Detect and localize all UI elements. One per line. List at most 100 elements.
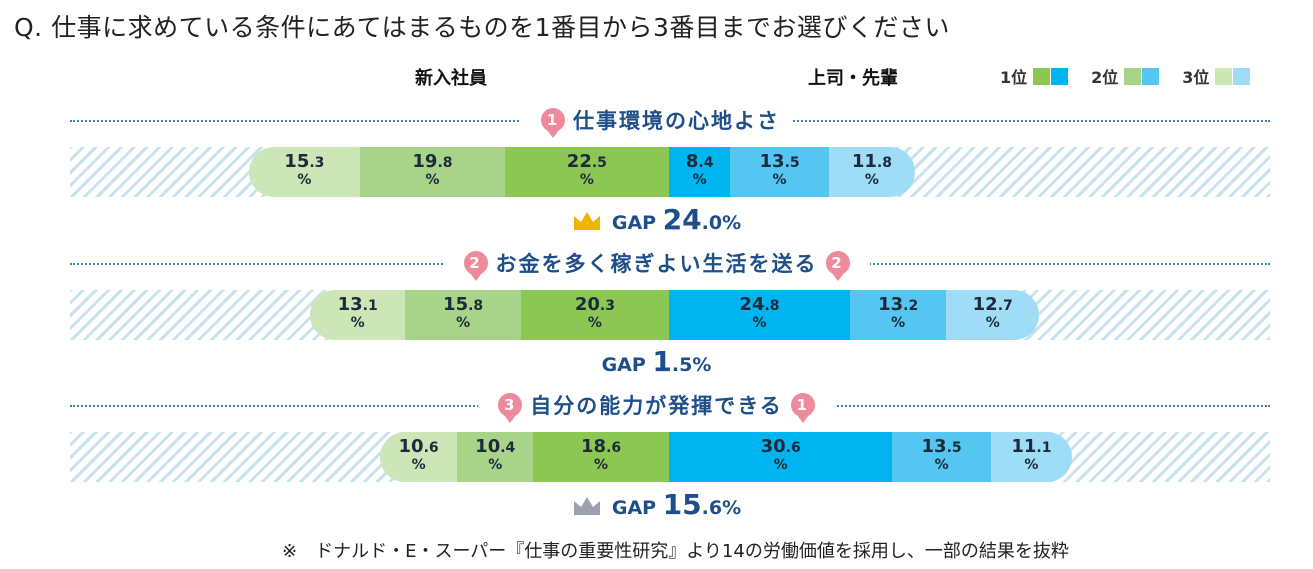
gap-unit-3: % bbox=[722, 497, 742, 519]
column-label-new-employees: 新入社員 bbox=[415, 68, 487, 89]
bar-segment-senior-3-3-percent: % bbox=[1024, 457, 1039, 473]
bar-segment-senior-2-3-percent: % bbox=[934, 457, 949, 473]
bar-segment-senior-3-2-value: 12.7 bbox=[972, 294, 1013, 315]
legend-item-rank1: 1位 bbox=[1000, 64, 1069, 88]
legend: 1位 2位 3位 bbox=[1000, 64, 1273, 88]
bar-segment-new-3-3-value: 10.6 bbox=[398, 436, 439, 457]
gap-value-dec-1: .0 bbox=[701, 212, 723, 234]
rank-badge-senior-2: 2 bbox=[825, 251, 850, 281]
stacked-bar-2: 13.1% 15.8% 20.3% 24.8% 13.2% 12.7% bbox=[309, 290, 1040, 340]
bar-segment-new-2-1: 19.8% bbox=[360, 147, 505, 197]
gap-value-int-3: 15 bbox=[662, 488, 702, 521]
bar-segment-senior-2-2-percent: % bbox=[891, 315, 906, 331]
gap-label-3: GAP 15.6% bbox=[0, 488, 1313, 522]
bar-segment-senior-2-1-percent: % bbox=[772, 172, 787, 188]
legend-swatch-rank1-new bbox=[1033, 67, 1051, 85]
bar-segment-new-2-2: 15.8% bbox=[405, 290, 521, 340]
bar-segment-new-3-1-percent: % bbox=[297, 172, 312, 188]
bar-segment-senior-1-2-value: 24.8 bbox=[739, 294, 780, 315]
crown-icon-3 bbox=[572, 495, 602, 522]
bar-segment-senior-3-3: 11.1% bbox=[990, 432, 1072, 482]
bar-segment-new-2-3-percent: % bbox=[488, 457, 503, 473]
legend-swatch-rank3-new bbox=[1215, 67, 1233, 85]
bar-segment-new-2-2-percent: % bbox=[456, 315, 471, 331]
bar-segment-senior-2-3-value: 13.5 bbox=[921, 436, 962, 457]
bar-segment-new-2-1-value: 19.8 bbox=[412, 151, 453, 172]
legend-label-rank3: 3位 bbox=[1182, 68, 1210, 87]
bar-segment-senior-2-1-value: 13.5 bbox=[759, 151, 800, 172]
bar-segment-new-3-1: 15.3% bbox=[248, 147, 361, 197]
crown-icon-1 bbox=[572, 210, 602, 237]
section-title-text-1: 仕事環境の心地よさ bbox=[573, 109, 780, 133]
bar-segment-new-1-1-percent: % bbox=[579, 172, 594, 188]
bar-segment-senior-3-1: 11.8% bbox=[828, 147, 915, 197]
gap-value-dec-3: .6 bbox=[701, 497, 723, 519]
gap-unit-1: % bbox=[722, 212, 742, 234]
section-title-1: 1 仕事環境の心地よさ bbox=[0, 105, 1313, 138]
legend-swatch-rank3-senior bbox=[1233, 67, 1251, 85]
rank-badge-new-2: 2 bbox=[463, 251, 488, 281]
legend-label-rank2: 2位 bbox=[1091, 68, 1119, 87]
legend-swatch-rank1-senior bbox=[1051, 67, 1069, 85]
bar-segment-new-3-2-value: 13.1 bbox=[337, 294, 378, 315]
bar-segment-new-1-3-percent: % bbox=[594, 457, 609, 473]
stacked-bar-1: 15.3% 19.8% 22.5% 8.4% 13.5% 11.8% bbox=[248, 147, 915, 197]
question-text: Q. 仕事に求めている条件にあてはまるものを1番目から3番目までお選びください bbox=[14, 13, 950, 42]
legend-item-rank3: 3位 bbox=[1182, 64, 1251, 88]
section-title-inner-1: 1 仕事環境の心地よさ bbox=[521, 105, 792, 138]
bar-segment-new-3-2: 13.1% bbox=[309, 290, 406, 340]
bar-segment-senior-2-2: 13.2% bbox=[850, 290, 947, 340]
bar-segment-new-1-1: 22.5% bbox=[504, 147, 669, 197]
section-title-text-3: 自分の能力が発揮できる bbox=[530, 394, 783, 418]
bar-segment-senior-1-2-percent: % bbox=[752, 315, 767, 331]
bar-segment-new-3-1-value: 15.3 bbox=[284, 151, 325, 172]
bar-segment-senior-1-1-value: 8.4 bbox=[685, 151, 714, 172]
gap-value-int-2: 1 bbox=[652, 345, 672, 378]
bar-segment-new-1-2-percent: % bbox=[587, 315, 602, 331]
gap-text-3: GAP bbox=[611, 497, 663, 519]
bar-segment-senior-2-2-value: 13.2 bbox=[878, 294, 919, 315]
gap-value-dec-2: .5 bbox=[671, 354, 693, 376]
bar-segment-new-2-2-value: 15.8 bbox=[443, 294, 484, 315]
bar-segment-senior-1-1-percent: % bbox=[692, 172, 707, 188]
rank-badge-senior-3: 1 bbox=[790, 393, 815, 423]
bar-segment-senior-1-3: 30.6% bbox=[668, 432, 893, 482]
gap-label-1: GAP 24.0% bbox=[0, 203, 1313, 237]
bar-segment-new-3-2-percent: % bbox=[350, 315, 365, 331]
bar-segment-senior-1-1: 8.4% bbox=[668, 147, 731, 197]
source-note: ※ ドナルド・E・スーパー『仕事の重要性研究』より14の労働価値を採用し、一部の… bbox=[282, 541, 1069, 562]
bar-segment-new-3-3: 10.6% bbox=[379, 432, 458, 482]
bar-segment-senior-1-3-percent: % bbox=[773, 457, 788, 473]
bar-segment-senior-3-2: 12.7% bbox=[946, 290, 1040, 340]
gap-text-1: GAP bbox=[611, 212, 663, 234]
gap-unit-2: % bbox=[692, 354, 712, 376]
legend-swatch-rank2-senior bbox=[1142, 67, 1160, 85]
bar-segment-senior-2-1: 13.5% bbox=[730, 147, 829, 197]
stacked-bar-3: 10.6% 10.4% 18.6% 30.6% 13.5% 11.1% bbox=[379, 432, 1072, 482]
gap-value-int-1: 24 bbox=[662, 203, 702, 236]
bar-segment-senior-2-3: 13.5% bbox=[892, 432, 991, 482]
bar-segment-senior-3-1-value: 11.8 bbox=[851, 151, 892, 172]
legend-item-rank2: 2位 bbox=[1091, 64, 1160, 88]
bar-segment-new-2-3: 10.4% bbox=[457, 432, 534, 482]
section-title-inner-3: 3 自分の能力が発揮できる 1 bbox=[478, 390, 835, 423]
bar-segment-new-1-2: 20.3% bbox=[520, 290, 669, 340]
column-label-seniors: 上司・先輩 bbox=[808, 68, 898, 89]
bar-segment-new-1-3-value: 18.6 bbox=[581, 436, 622, 457]
bar-segment-senior-3-1-percent: % bbox=[864, 172, 879, 188]
bar-segment-senior-1-2: 24.8% bbox=[668, 290, 850, 340]
bar-segment-new-1-1-value: 22.5 bbox=[566, 151, 607, 172]
section-title-text-2: お金を多く稼ぎよい生活を送る bbox=[495, 252, 818, 276]
section-title-2: 2 お金を多く稼ぎよい生活を送る 2 bbox=[0, 248, 1313, 281]
rank-badge-new-3: 3 bbox=[498, 393, 523, 423]
section-title-3: 3 自分の能力が発揮できる 1 bbox=[0, 390, 1313, 423]
gap-label-2: GAP 1.5% bbox=[0, 345, 1313, 378]
bar-segment-new-2-3-value: 10.4 bbox=[475, 436, 516, 457]
legend-label-rank1: 1位 bbox=[1000, 68, 1028, 87]
section-title-inner-2: 2 お金を多く稼ぎよい生活を送る 2 bbox=[443, 248, 870, 281]
bar-segment-senior-1-3-value: 30.6 bbox=[760, 436, 801, 457]
bar-segment-senior-3-3-value: 11.1 bbox=[1011, 436, 1052, 457]
bar-segment-senior-3-2-percent: % bbox=[985, 315, 1000, 331]
bar-segment-new-3-3-percent: % bbox=[411, 457, 426, 473]
rank-badge-new-1: 1 bbox=[541, 108, 565, 138]
